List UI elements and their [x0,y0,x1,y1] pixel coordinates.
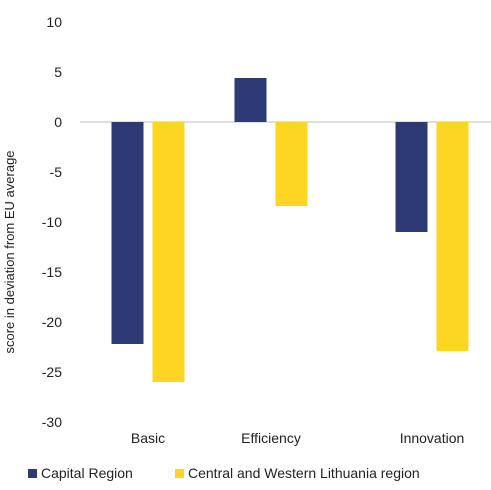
y-tick-label: 5 [54,64,62,80]
y-axis-tick-labels: 10 5 0 -5 -10 -15 -20 -25 -30 [42,14,62,430]
x-tick-label: Innovation [400,430,465,446]
bar-capital-region-innovation [395,122,428,232]
y-tick-label: -15 [42,264,62,280]
bar-capital-region-efficiency [234,78,267,122]
bars [111,78,469,382]
legend: Capital Region Central and Western Lithua… [28,465,420,481]
bar-capital-region-basic [111,122,144,344]
y-tick-label: 0 [54,114,62,130]
legend-swatch [175,469,184,478]
y-tick-label: -25 [42,364,62,380]
x-tick-label: Efficiency [241,430,301,446]
legend-label: Capital Region [41,465,133,481]
y-axis-label: score in deviation from EU average [2,150,17,353]
bar-central-and-western-lithuania-region-basic [152,122,185,382]
x-tick-label: Basic [131,430,165,446]
y-tick-label: -10 [42,214,62,230]
y-tick-label: -20 [42,314,62,330]
y-tick-label: 10 [46,14,62,30]
y-tick-label: -30 [42,414,62,430]
y-tick-label: -5 [50,164,63,180]
x-axis-tick-labels: Basic Efficiency Innovation [131,430,464,446]
bar-central-and-western-lithuania-region-innovation [436,122,469,351]
bar-central-and-western-lithuania-region-efficiency [275,122,308,206]
legend-label: Central and Western Lithuania region [188,465,420,481]
legend-swatch [28,469,37,478]
